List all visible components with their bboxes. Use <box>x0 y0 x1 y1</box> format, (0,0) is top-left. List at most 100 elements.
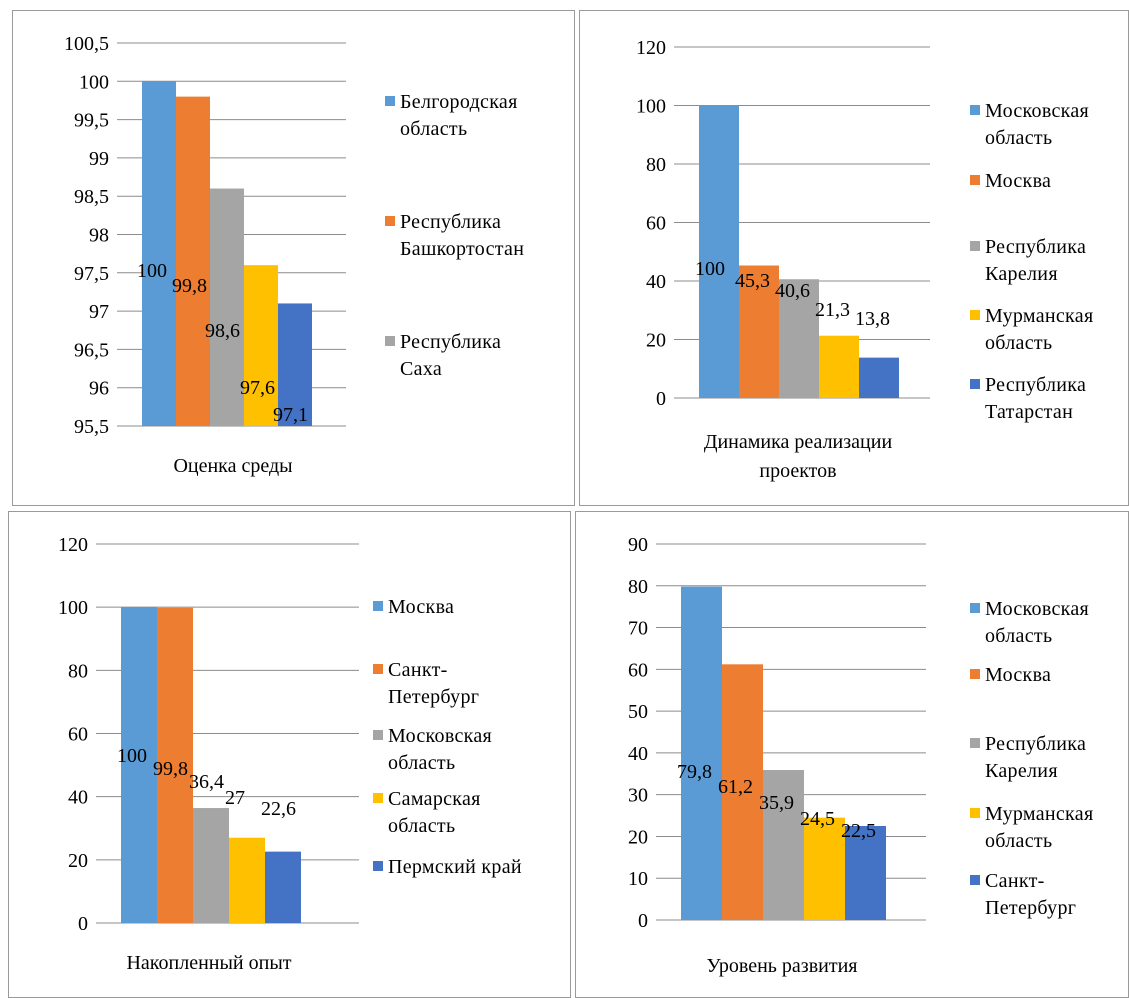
y-tick-label-2-4: 80 <box>646 154 666 176</box>
y-tick-label-3-6: 120 <box>58 534 88 556</box>
data-label-1-5: 97,1 <box>273 404 308 426</box>
bar-2-1 <box>699 105 739 398</box>
bar-3-5 <box>265 851 301 923</box>
data-label-4-5: 22,5 <box>841 820 876 842</box>
legend-label-2-1: Московская область <box>985 100 1090 149</box>
bar-4-2 <box>722 664 763 920</box>
category-label-1: Оценка среды <box>133 452 333 481</box>
chart-plot-3: 0 20 40 60 80 100 120 100 99,836,427 22,6 <box>58 534 359 935</box>
chart-plot-1: 95,59696,59797,59898,59999,5100100,51009… <box>64 33 346 438</box>
y-tick-label-2-0: 0 <box>656 388 666 410</box>
y-tick-label-1-2: 96,5 <box>74 339 109 361</box>
y-tick-label-4-1: 10 <box>628 868 648 890</box>
bar-4-1 <box>681 586 722 920</box>
legend-swatch-4-1 <box>970 603 980 613</box>
legend-swatch-4-3 <box>970 738 980 748</box>
category-label-2: Динамика реализации проектов <box>668 428 928 486</box>
data-label-3-3: 36,4 <box>189 771 224 793</box>
bar-1-3 <box>210 188 244 426</box>
y-tick-label-3-3: 60 <box>68 724 88 746</box>
legend-swatch-2-2 <box>970 175 980 185</box>
bar-2-2 <box>739 265 779 398</box>
legend-label-4-2: Москва <box>985 664 1052 686</box>
legend-label-2-3: Республика Карелия <box>985 236 1087 285</box>
legend-label-4-4: Мурманская область <box>985 803 1094 852</box>
legend-swatch-3-5 <box>373 861 383 871</box>
bar-2-5 <box>859 357 899 398</box>
legend-label-3-4: Самарская область <box>388 788 481 837</box>
bar-4-5 <box>845 826 886 920</box>
legend-swatch-1-3 <box>385 336 395 346</box>
y-tick-label-2-1: 20 <box>646 330 666 352</box>
legend-label-2-4: Мурманская область <box>985 305 1094 354</box>
data-label-1-2: 99,8 <box>172 275 207 297</box>
legend-1: Белгородская область Республика Башкортост… <box>385 89 565 389</box>
bar-4-4 <box>804 817 845 920</box>
y-tick-label-1-4: 97,5 <box>74 263 109 285</box>
y-tick-label-4-2: 20 <box>628 826 648 848</box>
data-label-2-2: 45,3 <box>735 270 770 292</box>
y-tick-label-2-5: 100 <box>636 96 666 118</box>
y-tick-label-3-2: 40 <box>68 787 88 809</box>
data-label-4-2: 61,2 <box>718 776 753 798</box>
legend-label-3-1: Москва <box>388 596 455 618</box>
data-label-2-3: 40,6 <box>775 280 810 302</box>
y-tick-label-4-7: 70 <box>628 618 648 640</box>
bar-2-4 <box>819 335 859 398</box>
bar-1-5 <box>278 303 312 426</box>
legend-label-2-2: Москва <box>985 170 1052 192</box>
y-tick-label-3-0: 0 <box>78 913 88 935</box>
legend-swatch-4-2 <box>970 669 980 679</box>
legend-3: Москва Санкт- Петербург Московская область… <box>373 594 553 894</box>
data-label-3-1: 100 <box>117 745 147 767</box>
y-tick-label-3-4: 80 <box>68 660 88 682</box>
y-tick-label-2-3: 60 <box>646 213 666 235</box>
y-tick-label-4-5: 50 <box>628 701 648 723</box>
data-label-2-4: 21,3 <box>815 299 850 321</box>
y-tick-label-4-3: 30 <box>628 785 648 807</box>
chart-panel-1: 95,5 96 96,5 97 97,5 98 98,5 99 99,5 100 100,5 100 9… <box>12 10 575 506</box>
legend-swatch-3-4 <box>373 793 383 803</box>
category-label-3-line-1: Накопленный опыт <box>126 952 292 974</box>
y-tick-label-4-8: 80 <box>628 576 648 598</box>
category-label-3: Накопленный опыт <box>99 949 319 978</box>
legend-label-4-5: Санкт- Петербург <box>985 870 1077 919</box>
y-tick-label-1-5: 98 <box>89 225 109 247</box>
bar-4-3 <box>763 770 804 920</box>
y-tick-label-1-6: 98,5 <box>74 186 109 208</box>
data-label-1-1: 100 <box>137 260 167 282</box>
legend-swatch-4-4 <box>970 808 980 818</box>
y-tick-label-1-8: 99,5 <box>74 110 109 132</box>
y-tick-label-1-9: 100 <box>79 71 109 93</box>
legend-swatch-2-1 <box>970 105 980 115</box>
data-label-4-1: 79,8 <box>677 761 712 783</box>
legend-4: Московская область Москва Республика Карел… <box>970 596 1128 936</box>
y-tick-label-4-6: 60 <box>628 659 648 681</box>
legend-label-1-1: Белгородская область <box>400 91 518 140</box>
bar-3-3 <box>193 808 229 923</box>
bar-3-1 <box>121 607 157 923</box>
data-label-3-4: 27 <box>225 787 245 809</box>
y-tick-label-1-3: 97 <box>89 301 109 323</box>
legend-swatch-1-2 <box>385 216 395 226</box>
data-label-1-3: 98,6 <box>205 320 240 342</box>
legend-label-2-5: Республика Татарстан <box>985 374 1087 423</box>
legend-swatch-3-3 <box>373 730 383 740</box>
bar-3-2 <box>157 607 193 923</box>
legend-label-1-2: Республика Башкортостан <box>400 211 525 260</box>
data-label-1-4: 97,6 <box>240 377 275 399</box>
legend-label-3-5: Пермский край <box>388 856 522 878</box>
legend-swatch-4-5 <box>970 875 980 885</box>
bar-2-3 <box>779 279 819 398</box>
y-tick-label-4-4: 40 <box>628 743 648 765</box>
legend-label-4-1: Московская область <box>985 598 1090 647</box>
y-tick-label-1-0: 95,5 <box>74 416 109 438</box>
legend-2: Московская область Москва Республика Карел… <box>970 98 1128 438</box>
data-label-2-1: 100 <box>695 258 725 280</box>
legend-swatch-1-1 <box>385 96 395 106</box>
category-label-1-line-1: Оценка среды <box>173 455 293 477</box>
y-tick-label-2-6: 120 <box>636 37 666 59</box>
bar-1-1 <box>142 81 176 427</box>
y-tick-label-1-7: 99 <box>89 148 109 170</box>
bar-1-2 <box>176 96 210 427</box>
